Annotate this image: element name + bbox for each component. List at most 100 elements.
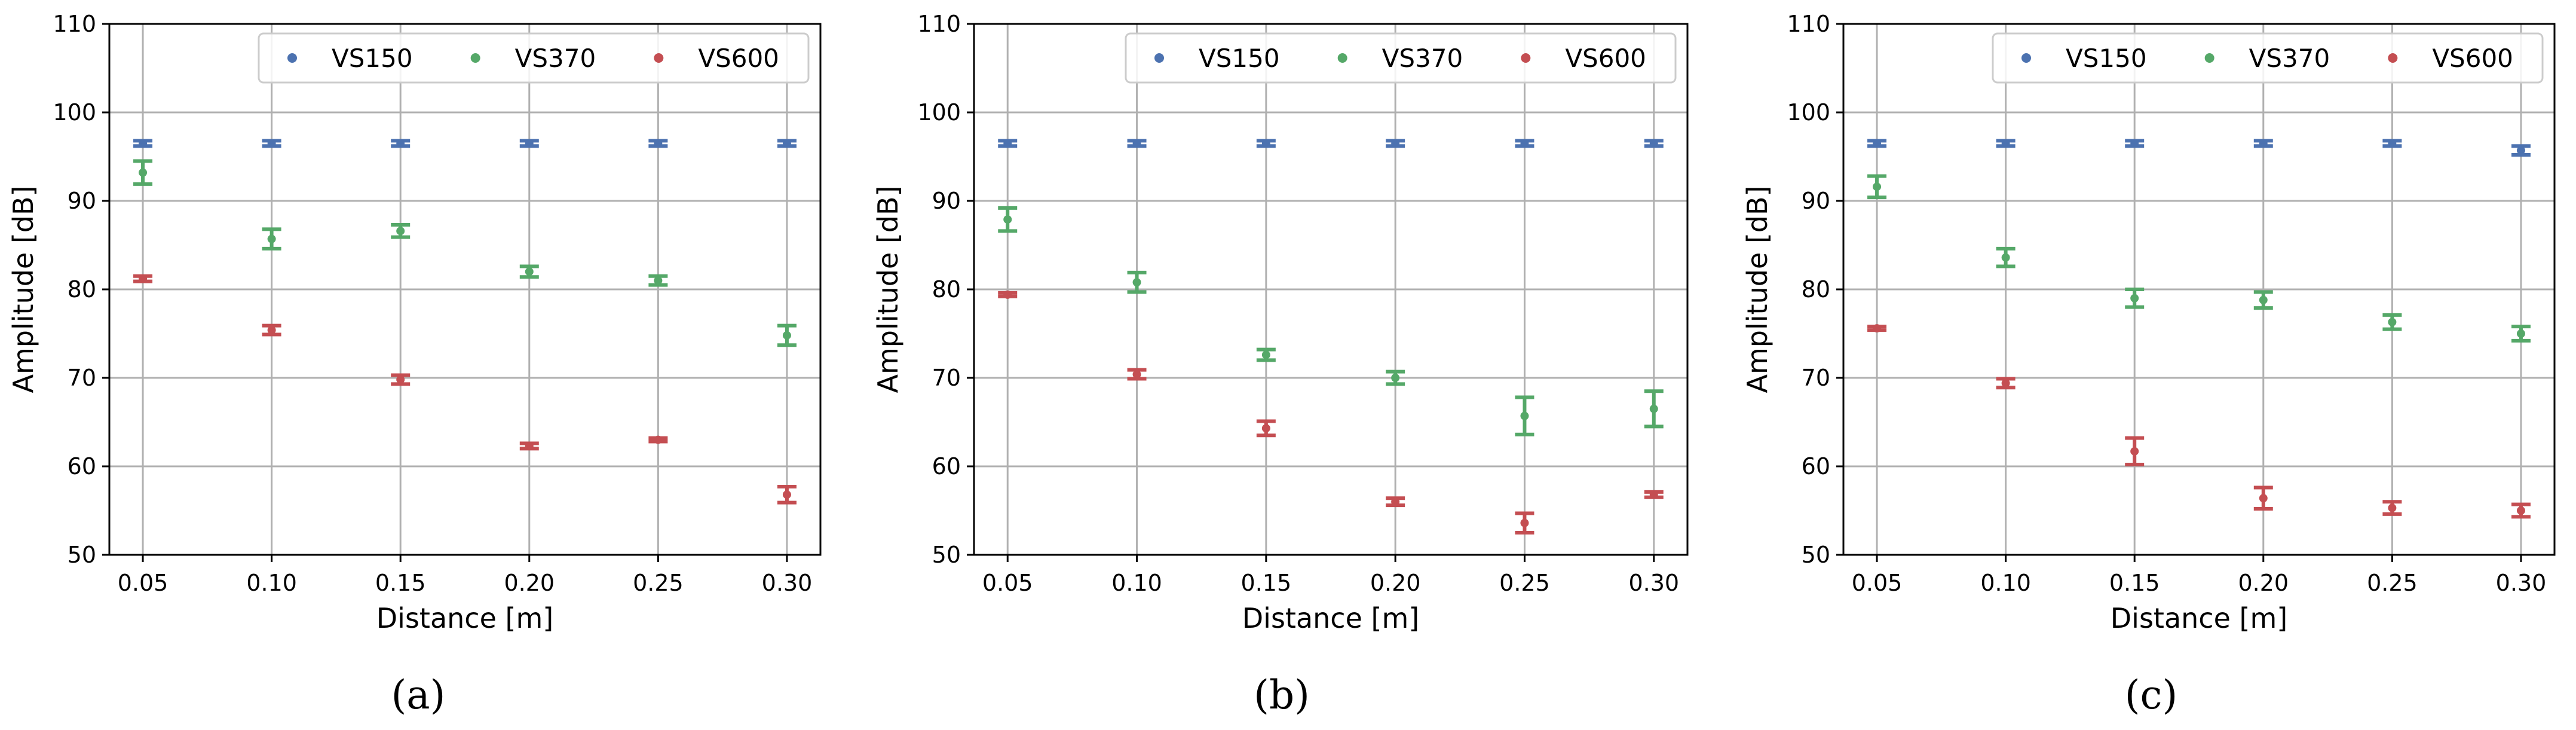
data-point-vs150 bbox=[1873, 139, 1882, 148]
x-tick-label: 0.15 bbox=[1241, 570, 1292, 596]
legend-marker-vs370 bbox=[2204, 53, 2214, 63]
legend-box bbox=[1125, 32, 1677, 84]
x-tick-label: 0.05 bbox=[982, 570, 1033, 596]
data-point-vs150 bbox=[2130, 139, 2139, 148]
y-tick-label: 50 bbox=[1802, 542, 1830, 568]
legend-marker-vs150 bbox=[1154, 53, 1164, 63]
data-point-vs600 bbox=[1391, 497, 1400, 506]
series-vs600 bbox=[998, 290, 1664, 534]
data-point-vs600 bbox=[654, 435, 663, 444]
data-point-vs150 bbox=[1003, 139, 1012, 148]
series-vs370 bbox=[133, 159, 797, 347]
x-tick-label: 0.05 bbox=[1852, 570, 1903, 596]
series-vs150 bbox=[133, 139, 797, 148]
panel-caption: (c) bbox=[2125, 672, 2177, 718]
x-tick-label: 0.10 bbox=[246, 570, 297, 596]
y-tick-label: 110 bbox=[53, 11, 96, 37]
x-tick-label: 0.10 bbox=[1980, 570, 2031, 596]
legend-label-vs150: VS150 bbox=[1199, 44, 1280, 73]
data-point-vs150 bbox=[139, 139, 148, 148]
data-point-vs600 bbox=[1873, 324, 1882, 333]
x-tick-label: 0.10 bbox=[1111, 570, 1162, 596]
x-axis-label: Distance [m] bbox=[376, 602, 553, 634]
data-point-vs150 bbox=[1649, 139, 1658, 148]
y-tick-label: 80 bbox=[1802, 276, 1830, 303]
data-point-vs370 bbox=[2259, 295, 2268, 304]
x-tick-label: 0.25 bbox=[633, 570, 684, 596]
data-point-vs600 bbox=[1649, 490, 1658, 499]
series-vs600 bbox=[133, 274, 797, 505]
x-axis-label: Distance [m] bbox=[2111, 602, 2287, 634]
x-tick-label: 0.30 bbox=[2496, 570, 2547, 596]
x-tick-label: 0.30 bbox=[1628, 570, 1679, 596]
legend-label-vs150: VS150 bbox=[2066, 44, 2147, 73]
y-tick-label: 70 bbox=[1802, 365, 1830, 391]
data-point-vs600 bbox=[2001, 378, 2010, 387]
data-point-vs150 bbox=[1261, 139, 1270, 148]
chart-panel-2: 50 60 70 80 90 100 110 0.05 0.10 0.15 0.20 0.25 0.30… bbox=[872, 11, 1689, 718]
y-tick-label: 110 bbox=[1787, 11, 1830, 37]
data-point-vs600 bbox=[2130, 447, 2139, 456]
y-tick-label: 80 bbox=[932, 276, 961, 303]
y-tick-label: 60 bbox=[932, 453, 961, 479]
data-point-vs600 bbox=[2388, 503, 2397, 512]
legend-label-vs370: VS370 bbox=[2249, 44, 2330, 73]
x-tick-label: 0.15 bbox=[2109, 570, 2160, 596]
data-point-vs370 bbox=[1649, 404, 1658, 413]
data-point-vs370 bbox=[267, 234, 276, 243]
series-vs150 bbox=[1867, 139, 2531, 157]
data-point-vs150 bbox=[1132, 139, 1141, 148]
legend-marker-vs370 bbox=[470, 53, 480, 63]
data-point-vs150 bbox=[396, 139, 405, 148]
legend-marker-vs600 bbox=[2388, 53, 2398, 63]
data-point-vs600 bbox=[1132, 370, 1141, 379]
data-point-vs600 bbox=[782, 490, 791, 499]
data-point-vs370 bbox=[1132, 278, 1141, 287]
y-tick-label: 70 bbox=[68, 365, 96, 391]
y-tick-label: 90 bbox=[1802, 188, 1830, 214]
x-tick-label: 0.20 bbox=[1370, 570, 1421, 596]
y-tick-label: 70 bbox=[932, 365, 961, 391]
x-tick-label: 0.30 bbox=[762, 570, 813, 596]
y-tick-label: 90 bbox=[68, 188, 96, 214]
legend-box bbox=[258, 32, 810, 84]
y-tick-label: 100 bbox=[917, 99, 961, 126]
legend: VS150 VS370 VS600 bbox=[258, 32, 810, 84]
data-point-vs600 bbox=[2516, 506, 2525, 515]
data-point-vs370 bbox=[2130, 294, 2139, 303]
data-point-vs370 bbox=[654, 276, 663, 285]
legend-label-vs370: VS370 bbox=[515, 44, 596, 73]
data-point-vs150 bbox=[1391, 139, 1400, 148]
y-tick-label: 100 bbox=[53, 99, 96, 126]
data-point-vs150 bbox=[1520, 139, 1529, 148]
data-point-vs150 bbox=[267, 139, 276, 148]
legend-marker-vs600 bbox=[654, 53, 664, 63]
series-vs370 bbox=[998, 206, 1664, 436]
chart-panel-3: 50 60 70 80 90 100 110 0.05 0.10 0.15 0.20 0.25 0.30… bbox=[1741, 11, 2556, 718]
legend: VS150 VS370 VS600 bbox=[1125, 32, 1677, 84]
chart-panel-1: 50 60 70 80 90 100 110 0.05 0.10 0.15 0.20 0.25 0.30… bbox=[7, 11, 822, 718]
data-point-vs600 bbox=[1261, 424, 1270, 433]
series-vs150 bbox=[998, 139, 1664, 148]
legend-marker-vs370 bbox=[1337, 53, 1347, 63]
data-point-vs600 bbox=[1003, 290, 1012, 299]
x-tick-label: 0.05 bbox=[118, 570, 169, 596]
y-tick-label: 50 bbox=[932, 542, 961, 568]
legend: VS150 VS370 VS600 bbox=[1992, 32, 2544, 84]
legend-marker-vs150 bbox=[2021, 53, 2031, 63]
legend-label-vs600: VS600 bbox=[698, 44, 779, 73]
data-point-vs370 bbox=[2516, 329, 2525, 338]
legend-label-vs600: VS600 bbox=[2432, 44, 2513, 73]
data-point-vs370 bbox=[782, 331, 791, 340]
y-tick-label: 50 bbox=[68, 542, 96, 568]
data-point-vs150 bbox=[525, 139, 534, 148]
data-point-vs370 bbox=[1003, 215, 1012, 224]
data-point-vs600 bbox=[139, 274, 148, 283]
x-tick-label: 0.25 bbox=[1499, 570, 1550, 596]
y-tick-label: 60 bbox=[1802, 453, 1830, 479]
data-point-vs600 bbox=[525, 441, 534, 450]
data-point-vs150 bbox=[782, 139, 791, 148]
y-axis-label: Amplitude [dB] bbox=[7, 186, 39, 393]
y-tick-label: 80 bbox=[68, 276, 96, 303]
data-point-vs370 bbox=[139, 168, 148, 177]
